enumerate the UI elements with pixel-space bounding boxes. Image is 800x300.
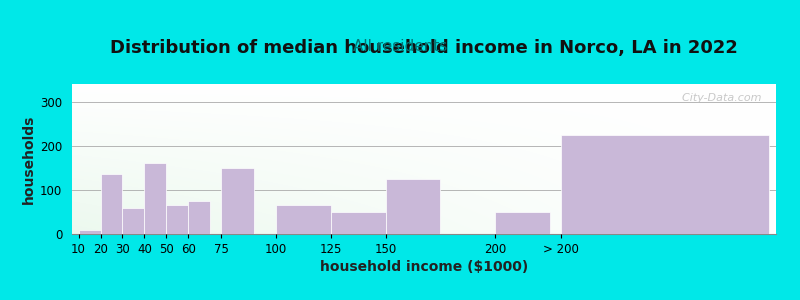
Bar (166, 205, 188, 234)
Bar (330, 212, 386, 234)
Bar (101, 174, 122, 234)
Bar (144, 164, 166, 234)
Y-axis label: households: households (22, 114, 36, 204)
Bar (495, 212, 550, 234)
Text: All residents: All residents (353, 39, 447, 54)
Bar (386, 179, 441, 234)
Title: Distribution of median household income in Norco, LA in 2022: Distribution of median household income … (110, 39, 738, 57)
Bar (122, 208, 144, 234)
Bar (276, 205, 330, 234)
Bar (188, 201, 210, 234)
X-axis label: household income ($1000): household income ($1000) (320, 260, 528, 274)
Text: City-Data.com: City-Data.com (675, 93, 762, 103)
Bar (561, 135, 770, 234)
Bar (78, 230, 101, 234)
Bar (221, 168, 254, 234)
